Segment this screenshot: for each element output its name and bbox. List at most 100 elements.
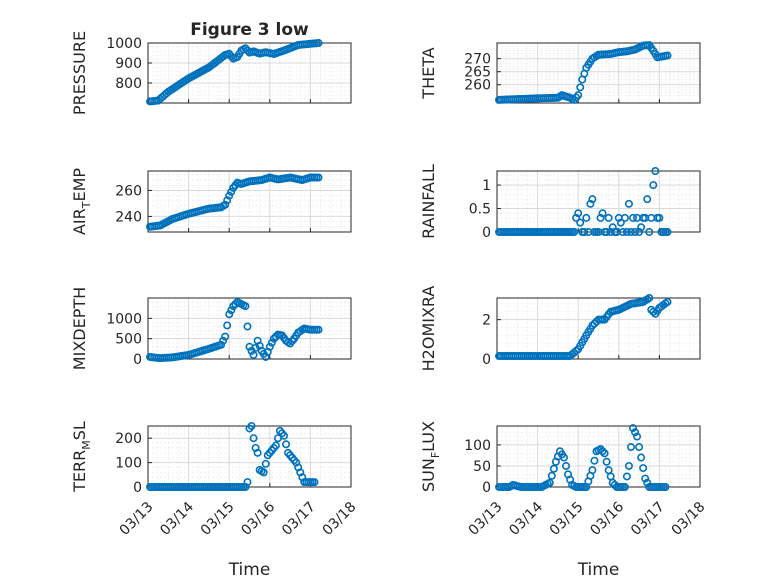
chart-title: Figure 3 low	[190, 20, 309, 40]
data-point	[637, 453, 646, 462]
data-point	[637, 223, 646, 232]
y-axis-label: THETA	[419, 47, 438, 99]
y-axis-label: SUNFLUX	[419, 421, 442, 492]
data-point	[635, 228, 644, 237]
y-tick-label: 800	[115, 76, 142, 92]
data-point	[314, 173, 323, 182]
data-point	[631, 428, 640, 437]
y-tick-label: 100	[115, 456, 142, 472]
data-point	[622, 472, 631, 481]
data-point	[572, 213, 581, 222]
y-tick-label: 900	[115, 56, 142, 72]
data-point	[247, 421, 256, 430]
data-point	[580, 228, 589, 237]
x-tick-label: 03/18	[320, 499, 360, 539]
y-tick-label: 260	[464, 78, 491, 94]
data-point	[251, 343, 260, 352]
axis-frame	[496, 42, 701, 104]
data-point	[655, 213, 664, 222]
data-point	[271, 441, 280, 450]
y-tick-label: 260	[115, 183, 142, 199]
data-point	[645, 228, 654, 237]
x-tick-label: 03/17	[279, 499, 319, 539]
data-point	[639, 464, 648, 473]
y-tick-label: 265	[464, 65, 491, 81]
data-point	[645, 293, 654, 302]
data-point	[590, 456, 599, 465]
data-point	[223, 321, 232, 330]
x-tick-label: 03/13	[117, 499, 157, 539]
x-axis-label: Time	[228, 560, 271, 580]
data-point	[629, 424, 638, 433]
data-point	[604, 213, 613, 222]
data-point	[241, 44, 250, 53]
data-point	[596, 445, 605, 454]
data-point	[241, 302, 250, 311]
data-point	[635, 443, 644, 452]
data-point	[574, 91, 583, 100]
data-point	[602, 457, 611, 466]
data-point	[227, 187, 236, 196]
y-axis-label: MIXDEPTH	[70, 287, 89, 370]
y-tick-label: 240	[115, 209, 142, 225]
data-point	[590, 319, 599, 328]
data-point	[282, 440, 291, 449]
y-axis-label: AIRTEMP	[70, 168, 93, 235]
axis-frame	[496, 297, 701, 360]
data-point	[626, 228, 635, 237]
data-point	[225, 191, 234, 200]
data-point	[649, 307, 658, 316]
data-point	[651, 167, 660, 176]
y-tick-label: 0	[133, 480, 142, 496]
data-point	[620, 213, 629, 222]
axis-frame	[147, 297, 352, 360]
y-tick-label: 0	[482, 225, 491, 241]
data-point	[259, 468, 268, 477]
data-point	[600, 449, 609, 458]
y-tick-label: 50	[473, 459, 491, 475]
y-axis-label: TERRMSL	[70, 421, 93, 493]
data-point	[570, 228, 579, 237]
x-tick-label: 03/15	[198, 499, 238, 539]
panel-mixdepth: 0 500 1000 MIXDEPTH	[70, 287, 352, 370]
data-point	[547, 471, 556, 480]
panel-pressure: 800 900 1000 PRESSURE Figure 3 low	[70, 20, 352, 115]
y-tick-label: 100	[464, 438, 491, 454]
data-point	[221, 200, 230, 209]
data-point	[663, 297, 672, 306]
x-tick-label: 03/14	[506, 499, 546, 539]
data-point	[249, 434, 258, 443]
data-point	[572, 346, 581, 355]
x-tick-label: 03/14	[157, 499, 197, 539]
data-point	[622, 228, 631, 237]
data-point	[265, 342, 274, 351]
data-point	[227, 306, 236, 315]
data-point	[217, 340, 226, 349]
data-point	[314, 38, 323, 47]
data-point	[562, 461, 571, 470]
data-point	[588, 466, 597, 475]
data-point	[576, 83, 585, 92]
data-point	[618, 228, 627, 237]
y-tick-label: 200	[115, 431, 142, 447]
data-point	[608, 223, 617, 232]
panel-sunflux: 0 50 100 03/13 03/14 03/15 03/16 03/17 03/18 SUNF…	[419, 421, 708, 580]
panel-airtemp: 240 260 AIRTEMP	[70, 168, 352, 235]
y-tick-label: 2	[482, 313, 491, 329]
data-point	[596, 213, 605, 222]
data-point	[582, 213, 591, 222]
data-point	[629, 213, 638, 222]
data-point	[598, 209, 607, 218]
data-point	[643, 195, 652, 204]
data-point	[253, 448, 262, 457]
data-point	[576, 218, 585, 227]
y-tick-label: 1000	[106, 311, 142, 327]
axis-frame	[147, 170, 352, 233]
panel-terr: 0 100 200 03/13 03/14 03/15 03/16 03/17 03/18 TER…	[70, 421, 359, 580]
plot-area-h2omixra	[496, 297, 701, 360]
panel-rainfall: 0 0.5 1 RAINFALL	[419, 164, 701, 241]
data-point	[223, 196, 232, 205]
y-tick-label: 0.5	[469, 202, 491, 218]
axis-frame	[496, 425, 701, 488]
x-tick-label: 03/15	[547, 499, 587, 539]
